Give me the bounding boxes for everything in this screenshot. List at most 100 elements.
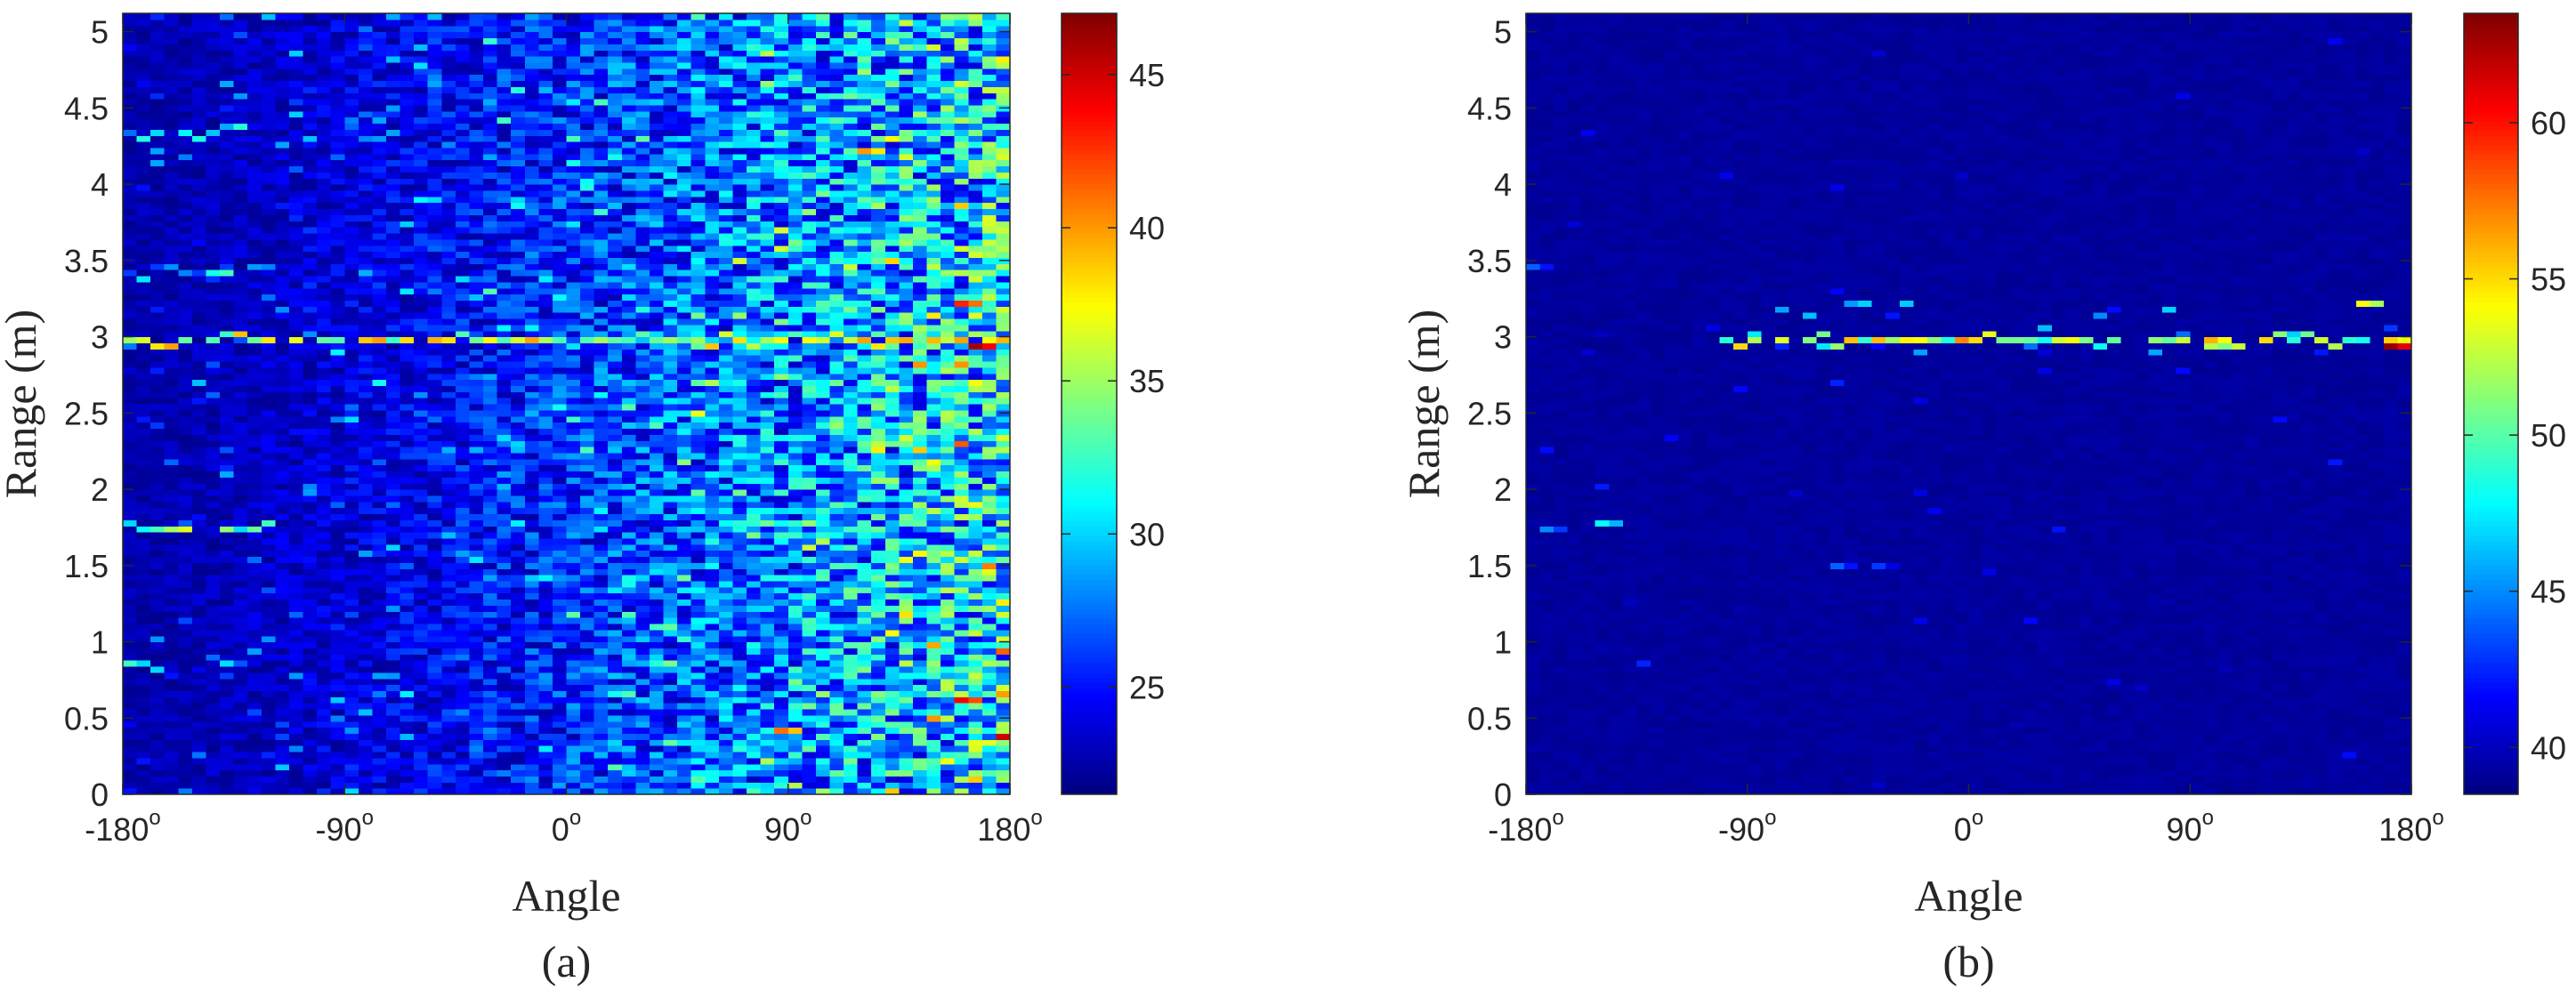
- heatmap-cell: [427, 714, 442, 722]
- heatmap-cell: [760, 452, 775, 460]
- heatmap-cell: [344, 398, 359, 405]
- heatmap-cell: [372, 495, 387, 503]
- heatmap-cell: [774, 428, 789, 435]
- heatmap-cell: [941, 355, 956, 362]
- heatmap-cell: [164, 703, 179, 710]
- heatmap-cell: [261, 391, 276, 398]
- heatmap-cell: [469, 318, 484, 326]
- heatmap-cell: [303, 366, 318, 374]
- heatmap-cell: [802, 336, 817, 344]
- heatmap-cell: [787, 458, 803, 466]
- heatmap-cell: [760, 355, 775, 362]
- heatmap-cell: [857, 373, 872, 381]
- heatmap-cell: [844, 513, 859, 520]
- heatmap-cell: [261, 532, 276, 539]
- heatmap-cell: [441, 629, 456, 637]
- heatmap-cell: [358, 575, 374, 582]
- heatmap-cell: [303, 342, 318, 350]
- heatmap-cell: [178, 513, 193, 520]
- heatmap-cell: [802, 714, 817, 722]
- heatmap-cell: [690, 690, 706, 697]
- heatmap-cell: [857, 519, 872, 527]
- heatmap-cell: [608, 550, 623, 558]
- heatmap-cell: [385, 623, 401, 631]
- heatmap-cell: [996, 648, 1011, 655]
- heatmap-cell: [941, 447, 956, 454]
- heatmap-cell: [483, 422, 498, 430]
- heatmap-cell: [538, 360, 553, 368]
- heatmap-cell: [261, 495, 276, 503]
- heatmap-cell: [372, 404, 387, 411]
- heatmap-cell: [233, 483, 248, 490]
- heatmap-cell: [136, 575, 151, 582]
- heatmap-cell: [483, 513, 498, 520]
- heatmap-cell: [594, 757, 609, 765]
- heatmap-cell: [344, 483, 359, 490]
- heatmap-cell: [649, 568, 665, 575]
- heatmap-cell: [524, 727, 539, 735]
- heatmap-cell: [774, 507, 789, 515]
- heatmap-cell: [358, 513, 374, 520]
- heatmap-cell: [552, 623, 568, 631]
- heatmap-cell: [954, 672, 969, 680]
- heatmap-cell: [538, 415, 553, 423]
- heatmap-cell: [330, 366, 345, 374]
- heatmap-cell: [483, 342, 498, 350]
- heatmap-cell: [538, 464, 553, 472]
- heatmap-cell: [747, 415, 762, 423]
- heatmap-cell: [705, 745, 720, 753]
- heatmap-cell: [844, 654, 859, 661]
- heatmap-cell: [191, 703, 207, 710]
- heatmap-cell: [871, 776, 886, 783]
- heatmap-cell: [164, 757, 179, 765]
- heatmap-cell: [760, 330, 775, 338]
- heatmap-cell: [884, 586, 900, 594]
- heatmap-cell: [372, 708, 387, 716]
- heatmap-cell: [580, 751, 595, 759]
- heatmap-cell: [941, 568, 956, 575]
- heatmap-cell: [164, 599, 179, 606]
- heatmap-cell: [372, 409, 387, 417]
- heatmap-cell: [829, 703, 844, 710]
- heatmap-cell: [635, 415, 650, 423]
- heatmap-cell: [718, 605, 734, 612]
- heatmap-cell: [677, 623, 692, 631]
- heatmap-cell: [385, 532, 401, 539]
- heatmap-cell: [400, 483, 415, 490]
- heatmap-cell: [884, 580, 900, 588]
- heatmap-cell: [136, 776, 151, 783]
- heatmap-cell: [608, 336, 623, 344]
- heatmap-cell: [954, 342, 969, 350]
- heatmap-cell: [123, 526, 138, 533]
- heatmap-cell: [580, 763, 595, 771]
- heatmap-cell: [247, 452, 262, 460]
- heatmap-cell: [191, 562, 207, 569]
- heatmap-cell: [552, 537, 568, 545]
- heatmap-cell: [385, 537, 401, 545]
- heatmap-cell: [760, 507, 775, 515]
- heatmap-cell: [954, 684, 969, 691]
- heatmap-cell: [829, 404, 844, 411]
- heatmap-cell: [981, 409, 997, 417]
- heatmap-cell: [899, 507, 914, 515]
- heatmap-cell: [233, 769, 248, 777]
- heatmap-cell: [941, 537, 956, 545]
- heatmap-cell: [608, 763, 623, 771]
- heatmap-cell: [317, 398, 332, 405]
- heatmap-cell: [497, 532, 512, 539]
- heatmap-cell: [941, 428, 956, 435]
- heatmap-cell: [912, 745, 928, 753]
- heatmap-cell: [608, 568, 623, 575]
- heatmap-cell: [899, 733, 914, 740]
- heatmap-cell: [815, 641, 831, 648]
- heatmap-cell: [247, 385, 262, 392]
- heatmap-cell: [136, 385, 151, 392]
- heatmap-cell: [303, 757, 318, 765]
- heatmap-cell: [968, 592, 983, 600]
- heatmap-cell: [427, 703, 442, 710]
- heatmap-cell: [968, 727, 983, 735]
- heatmap-cell: [635, 672, 650, 680]
- heatmap-cell: [275, 532, 290, 539]
- heatmap-cell: [621, 447, 636, 454]
- heatmap-cell: [580, 489, 595, 496]
